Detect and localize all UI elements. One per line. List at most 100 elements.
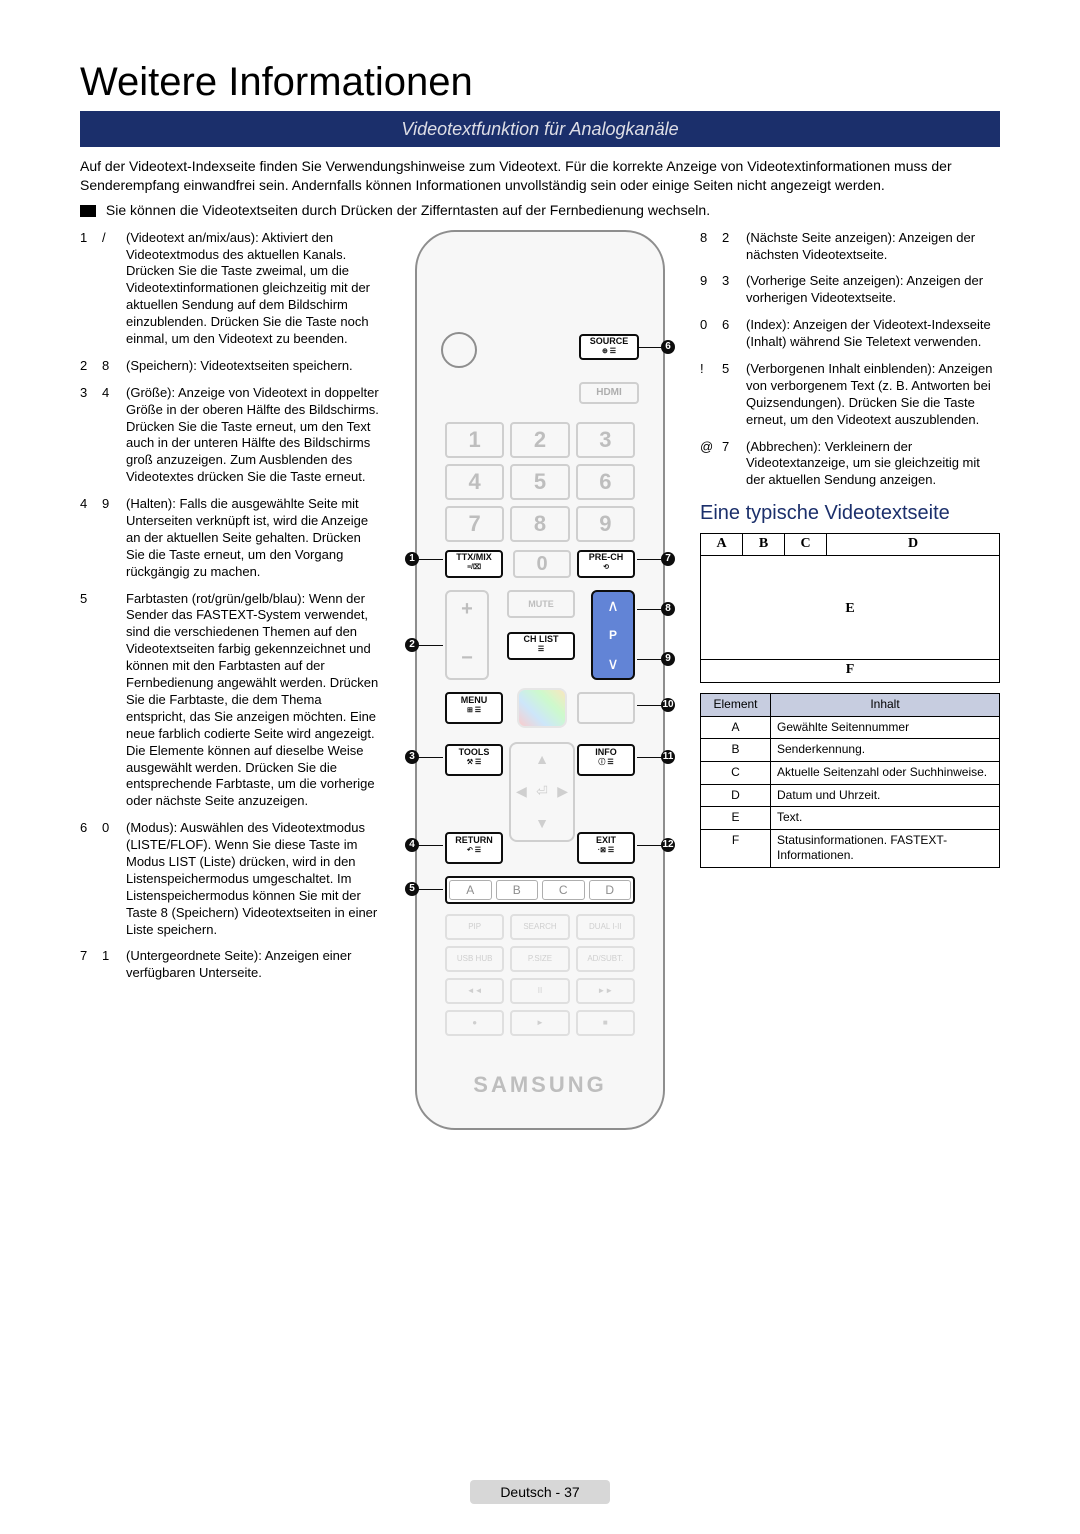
table-cell: Senderkennung.: [771, 739, 1000, 762]
table-cell: C: [701, 762, 771, 785]
item-text: (Index): Anzeigen der Videotext-Indexsei…: [746, 317, 1000, 351]
num-key: 2: [510, 422, 569, 458]
intro-line-1: Auf der Videotext-Indexseite finden Sie …: [80, 157, 1000, 195]
callout-5: 5: [405, 882, 419, 896]
intro-line-2: Sie können die Videotextseiten durch Drü…: [106, 202, 710, 218]
note-icon: [80, 205, 96, 217]
table-cell: A: [701, 716, 771, 739]
item-num: 9: [700, 273, 722, 307]
item-sym: 7: [722, 439, 746, 490]
return-button: RETURN↶ ☰: [445, 832, 503, 864]
item-text: (Größe): Anzeige von Videotext in doppel…: [126, 385, 380, 486]
item-text: (Vorherige Seite anzeigen): Anzeigen der…: [746, 273, 1000, 307]
stop-button: ■: [576, 1010, 635, 1036]
item-sym: 8: [102, 358, 126, 375]
record-button: ●: [445, 1010, 504, 1036]
right-column: 82(Nächste Seite anzeigen): Anzeigen der…: [700, 230, 1000, 1130]
table-cell: Datum und Uhrzeit.: [771, 784, 1000, 807]
table-cell: Aktuelle Seitenzahl oder Suchhinweise.: [771, 762, 1000, 785]
item-text: (Modus): Auswählen des Videotextmodus (L…: [126, 820, 380, 938]
item-text: (Halten): Falls die ausgewählte Seite mi…: [126, 496, 380, 580]
item-text: Farbtasten (rot/grün/gelb/blau): Wenn de…: [126, 591, 380, 811]
num-key: 8: [510, 506, 569, 542]
item-sym: 1: [102, 948, 126, 982]
item-text: (Nächste Seite anzeigen): Anzeigen der n…: [746, 230, 1000, 264]
num-key: 5: [510, 464, 569, 500]
section-banner: Videotextfunktion für Analogkanäle: [80, 111, 1000, 147]
callout-7: 7: [661, 552, 675, 566]
menu-button: MENU⊞ ☰: [445, 692, 503, 724]
table-cell: Text.: [771, 807, 1000, 830]
usb-hub-button: USB HUB: [445, 946, 504, 972]
adsubt-button: AD/SUBT.: [576, 946, 635, 972]
guide-button: [577, 692, 635, 724]
channel-rocker: ∧P∨: [591, 590, 635, 680]
page-title: Weitere Informationen: [80, 60, 1000, 105]
color-d: D: [589, 880, 632, 900]
table-header-element: Element: [701, 694, 771, 717]
table-cell: B: [701, 739, 771, 762]
extra-row: PIP SEARCH DUAL I-II: [445, 914, 635, 940]
callout-1: 1: [405, 552, 419, 566]
item-sym: /: [102, 230, 126, 348]
layout-cell-a: A: [701, 534, 743, 555]
page-number-pill: Deutsch - 37: [470, 1480, 609, 1504]
table-cell: F: [701, 829, 771, 867]
item-sym: [102, 591, 126, 811]
callout-6: 6: [661, 340, 675, 354]
item-num: 1: [80, 230, 102, 348]
item-text: (Verborgenen Inhalt einblenden): Anzeige…: [746, 361, 1000, 429]
pip-button: PIP: [445, 914, 504, 940]
callout-10: 10: [661, 698, 675, 712]
num-key: 7: [445, 506, 504, 542]
pause-button: II: [510, 978, 569, 1004]
num-key: 1: [445, 422, 504, 458]
item-num: 5: [80, 591, 102, 811]
table-header-content: Inhalt: [771, 694, 1000, 717]
item-sym: 2: [722, 230, 746, 264]
item-sym: 3: [722, 273, 746, 307]
number-pad: 1 2 3 4 5 6 7 8 9: [445, 422, 635, 542]
callout-4: 4: [405, 838, 419, 852]
left-column: 1/(Videotext an/mix/aus): Aktiviert den …: [80, 230, 380, 1130]
ffwd-button: ►►: [576, 978, 635, 1004]
teletext-elements-table: Element Inhalt AGewählte Seitennummer BS…: [700, 693, 1000, 868]
volume-rocker: +−: [445, 590, 489, 680]
transport-row: ● ► ■: [445, 1010, 635, 1036]
dual-button: DUAL I-II: [576, 914, 635, 940]
rewind-button: ◄◄: [445, 978, 504, 1004]
layout-cell-c: C: [785, 534, 827, 555]
item-sym: 0: [102, 820, 126, 938]
color-b: B: [496, 880, 539, 900]
item-text: (Videotext an/mix/aus): Aktiviert den Vi…: [126, 230, 380, 348]
mute-button: MUTE: [507, 590, 575, 618]
source-button: SOURCE⊕ ☰: [579, 334, 639, 360]
item-num: 7: [80, 948, 102, 982]
callout-11: 11: [661, 750, 675, 764]
item-num: 2: [80, 358, 102, 375]
item-text: (Untergeordnete Seite): Anzeigen einer v…: [126, 948, 380, 982]
layout-cell-b: B: [743, 534, 785, 555]
info-button: INFOⓘ ☰: [577, 744, 635, 776]
psize-button: P.SIZE: [510, 946, 569, 972]
transport-row: ◄◄ II ►►: [445, 978, 635, 1004]
play-button: ►: [510, 1010, 569, 1036]
item-num: 4: [80, 496, 102, 580]
layout-cell-e: E: [701, 600, 999, 618]
tools-button: TOOLS⚒ ☰: [445, 744, 503, 776]
page-footer: Deutsch - 37: [0, 1480, 1080, 1504]
pre-ch-button: PRE-CH⟲: [577, 550, 635, 578]
callout-9: 9: [661, 652, 675, 666]
intro-text: Auf der Videotext-Indexseite finden Sie …: [80, 157, 1000, 220]
num-key: 9: [576, 506, 635, 542]
exit-button: EXIT·⊠ ☰: [577, 832, 635, 864]
item-text: (Abbrechen): Verkleinern der Videotextan…: [746, 439, 1000, 490]
smart-hub-button: [517, 688, 567, 728]
item-num: 3: [80, 385, 102, 486]
layout-cell-d: D: [827, 534, 999, 555]
color-a: A: [449, 880, 492, 900]
teletext-layout-diagram: A B C D E F: [700, 533, 1000, 683]
item-sym: 4: [102, 385, 126, 486]
callout-8: 8: [661, 602, 675, 616]
ttx-mix-button: TTX/MIX≡/⌧: [445, 550, 503, 578]
